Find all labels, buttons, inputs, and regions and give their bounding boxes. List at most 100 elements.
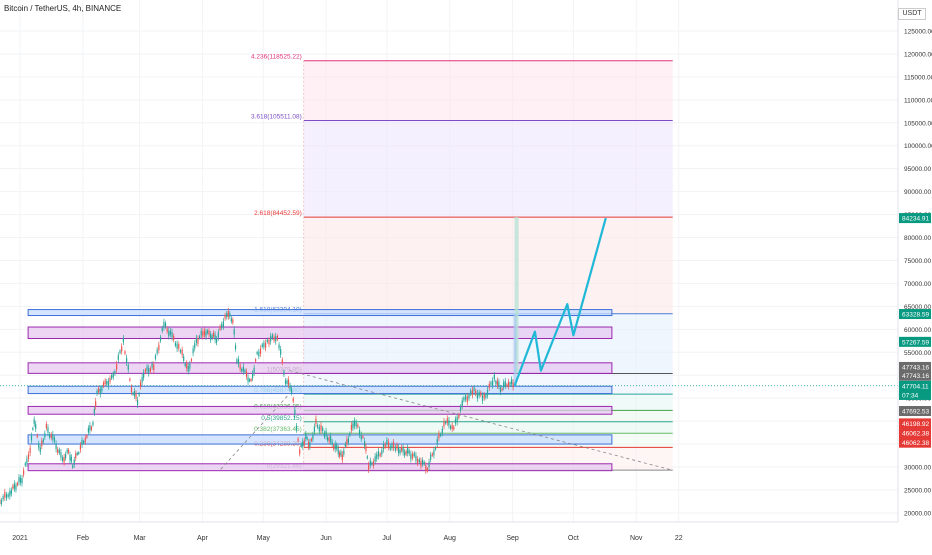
price-tick-label: 115000.00 — [904, 74, 932, 81]
candle-body — [376, 454, 377, 459]
candle-body — [399, 450, 400, 454]
candle-body — [492, 380, 493, 385]
candle-body — [246, 372, 247, 377]
candle-body — [185, 364, 186, 366]
price-badge-label: 47692.53 — [902, 409, 929, 416]
candle-body — [425, 465, 426, 470]
candle-body — [312, 435, 313, 440]
price-badge-label: 57267.59 — [902, 339, 929, 346]
candle-body — [1, 500, 2, 504]
currency-unit-button[interactable]: USDT — [898, 8, 926, 20]
candle-body — [238, 359, 239, 364]
candle-body — [430, 455, 431, 460]
candle-body — [470, 390, 471, 394]
price-badge-label: 84234.91 — [902, 216, 929, 223]
time-tick-label: Jul — [382, 535, 391, 542]
price-tick-label: 70000.00 — [904, 281, 931, 288]
candle-body — [489, 384, 490, 388]
candle-body — [178, 344, 179, 348]
candle-body — [129, 379, 130, 381]
candle-body — [305, 434, 306, 439]
candle-body — [263, 343, 264, 347]
candle-body — [54, 438, 55, 442]
candle-body — [132, 393, 133, 395]
chart-title: Bitcoin / TetherUS, 4h, BINANCE — [4, 4, 121, 13]
candle-body — [475, 391, 476, 395]
candle-body — [25, 463, 26, 465]
candle-body — [113, 373, 114, 377]
candle-body — [57, 449, 58, 453]
candle-body — [62, 457, 63, 460]
candle-body — [30, 448, 31, 453]
candle-body — [108, 381, 109, 386]
candle-body — [433, 450, 434, 455]
candle-body — [450, 426, 451, 429]
candle-body — [404, 451, 405, 455]
candle-body — [505, 381, 506, 386]
candle-body — [191, 359, 192, 361]
candle-body — [247, 377, 248, 382]
candle-body — [267, 339, 268, 342]
candle-body — [419, 459, 420, 462]
candle-body — [468, 395, 469, 399]
candle-body — [101, 387, 102, 391]
candle-body — [210, 334, 211, 339]
candle-body — [508, 382, 509, 387]
fib-level-label: 3.618(105511.08) — [251, 113, 302, 120]
candle-body — [4, 492, 5, 497]
price-badge-label: 07:34 — [902, 392, 919, 399]
candle-body — [142, 377, 143, 382]
candle-body — [47, 427, 48, 432]
candle-body — [114, 371, 115, 374]
time-tick-label: 2021 — [12, 535, 28, 542]
candle-body — [63, 457, 64, 462]
candle-body — [494, 375, 495, 379]
price-badge-label: 63328.59 — [902, 312, 929, 319]
candle-body — [260, 348, 261, 353]
candle-body — [241, 369, 242, 371]
candle-body — [412, 454, 413, 458]
candle-body — [109, 378, 110, 382]
candle-body — [92, 422, 93, 425]
candle-body — [135, 393, 136, 398]
candle-body — [367, 456, 368, 458]
price-tick-label: 30000.00 — [904, 465, 931, 472]
price-tick-label: 90000.00 — [904, 189, 931, 196]
candle-body — [371, 463, 372, 465]
candle-body — [211, 335, 212, 338]
candle-body — [409, 451, 410, 454]
candle-body — [293, 399, 294, 402]
candle-body — [171, 332, 172, 337]
candle-body — [440, 434, 441, 436]
candle-body — [403, 447, 404, 452]
candle-body — [457, 417, 458, 422]
candle-body — [162, 328, 163, 331]
candle-body — [462, 401, 463, 406]
candle-body — [31, 436, 32, 441]
candle-body — [465, 396, 466, 400]
candle-body — [319, 427, 320, 431]
candle-body — [286, 380, 287, 383]
time-tick-label: 22 — [675, 535, 683, 542]
candle-body — [155, 356, 156, 359]
projection-range-bar — [514, 314, 517, 386]
candle-body — [67, 450, 68, 453]
candle-body — [364, 441, 365, 446]
time-tick-label: May — [257, 535, 271, 542]
candle-body — [317, 425, 318, 428]
price-zone — [28, 327, 612, 338]
candle-body — [395, 447, 396, 451]
candle-body — [121, 346, 122, 351]
candle-body — [388, 442, 389, 447]
candle-body — [343, 450, 344, 454]
candle-body — [495, 381, 496, 384]
candle-body — [258, 352, 259, 357]
price-tick-label: 125000.00 — [904, 29, 932, 36]
candle-body — [80, 445, 81, 450]
price-axis: 20000.0025000.0030000.0035000.0040000.00… — [898, 0, 932, 550]
candle-body — [406, 451, 407, 454]
candle-body — [447, 418, 448, 423]
